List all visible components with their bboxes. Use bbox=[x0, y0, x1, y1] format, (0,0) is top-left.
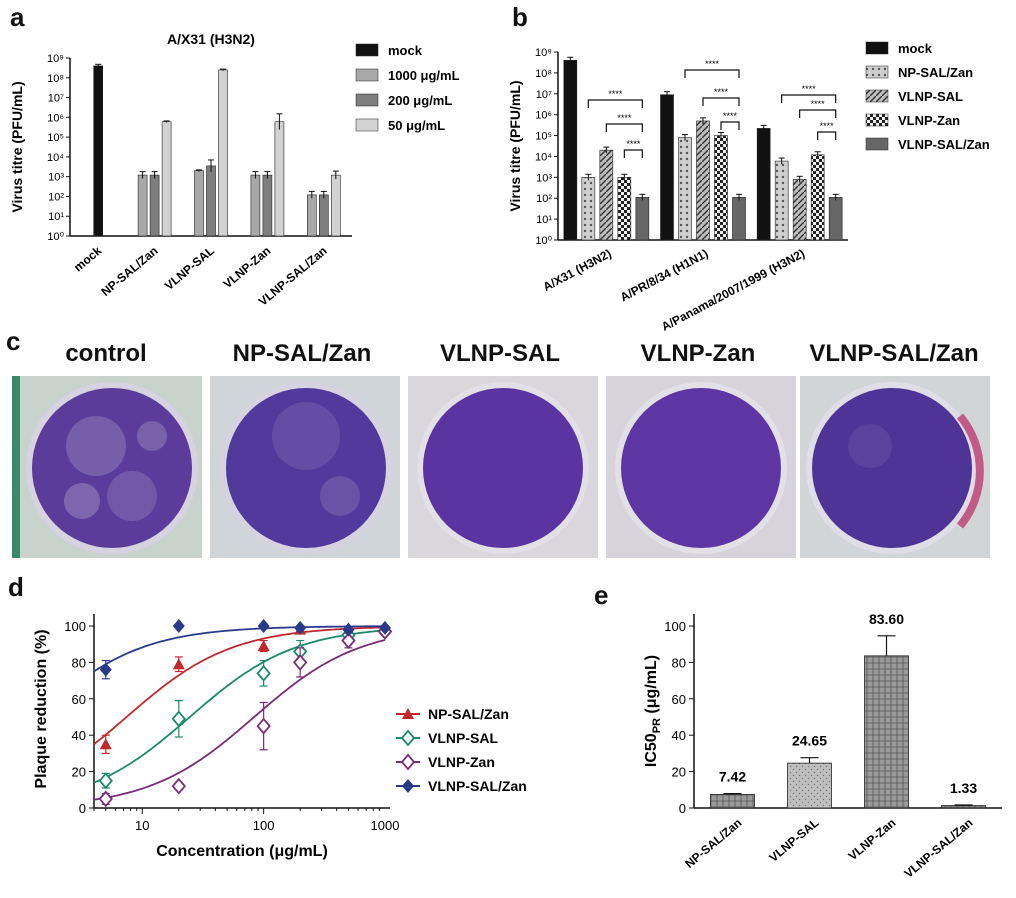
plate-image-np-sal-zan bbox=[210, 376, 400, 558]
plate-image-vlnp-sal-zan bbox=[800, 376, 990, 558]
x-tick-label-vlnp-zan: VLNP-Zan bbox=[846, 816, 899, 864]
y-tick-label: 0 bbox=[679, 801, 686, 816]
bar-vlnp-zan bbox=[865, 656, 909, 808]
plate-label-vlnp-zan: VLNP-Zan bbox=[602, 340, 794, 368]
bar-vlnp-sal bbox=[788, 763, 832, 808]
plate-label-vlnp-sal: VLNP-SAL bbox=[404, 340, 596, 368]
plate-image-vlnp-zan bbox=[606, 376, 796, 558]
y-axis-label: IC50PR (μg/mL) bbox=[643, 655, 663, 767]
y-tick-label: 40 bbox=[672, 728, 686, 743]
x-tick-label-vlnp-sal-zan: VLNP-SAL/Zan bbox=[902, 816, 976, 881]
x-tick-label-vlnp-sal: VLNP-SAL bbox=[766, 816, 821, 865]
plate-image-vlnp-sal bbox=[408, 376, 598, 558]
y-tick-label: 20 bbox=[672, 765, 686, 780]
plate-label-np-sal-zan: NP-SAL/Zan bbox=[206, 340, 398, 368]
y-tick-label: 100 bbox=[664, 619, 686, 634]
data-label-vlnp-zan: 83.60 bbox=[869, 611, 904, 627]
data-label-vlnp-sal: 24.65 bbox=[792, 733, 827, 749]
y-tick-label: 60 bbox=[672, 692, 686, 707]
x-tick-label-np-sal-zan: NP-SAL/Zan bbox=[682, 816, 744, 871]
bar-vlnp-sal-zan bbox=[942, 806, 986, 808]
y-tick-label: 80 bbox=[672, 655, 686, 670]
plate-label-vlnp-sal-zan: VLNP-SAL/Zan bbox=[798, 340, 990, 368]
data-label-np-sal-zan: 7.42 bbox=[719, 769, 746, 785]
plate-image-control bbox=[12, 376, 202, 558]
bar-np-sal-zan bbox=[711, 794, 755, 808]
data-label-vlnp-sal-zan: 1.33 bbox=[950, 780, 977, 796]
plate-label-control: control bbox=[10, 340, 202, 368]
